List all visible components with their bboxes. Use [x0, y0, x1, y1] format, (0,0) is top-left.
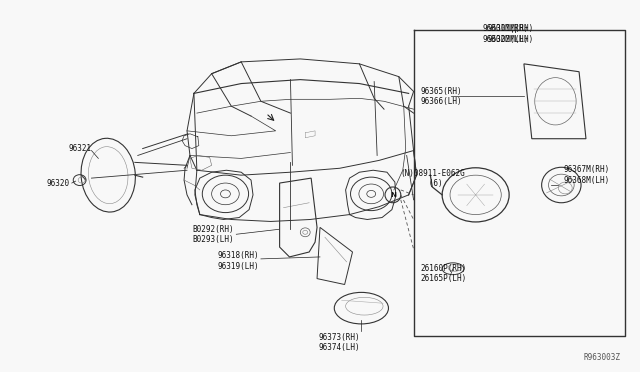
Text: 96367M(RH)
96368M(LH): 96367M(RH) 96368M(LH)	[563, 166, 609, 185]
Text: 96365(RH)
96366(LH): 96365(RH) 96366(LH)	[420, 87, 462, 106]
Text: 96321: 96321	[69, 144, 92, 153]
Text: 96301M(RH)
96302M(LH): 96301M(RH) 96302M(LH)	[483, 25, 529, 44]
Text: 96318(RH)
96319(LH): 96318(RH) 96319(LH)	[218, 251, 259, 270]
Text: (N)08911-E062G
      (6): (N)08911-E062G (6)	[401, 169, 465, 188]
Text: 96320: 96320	[46, 179, 69, 187]
Text: N: N	[390, 192, 396, 198]
Text: R963003Z: R963003Z	[584, 353, 620, 362]
Text: B0292(RH)
B0293(LH): B0292(RH) B0293(LH)	[193, 225, 234, 244]
Text: 96373(RH)
96374(LH): 96373(RH) 96374(LH)	[319, 333, 360, 352]
Text: 26160P(RH)
26165P(LH): 26160P(RH) 26165P(LH)	[420, 264, 467, 283]
Text: 96301M(RH)
96302M(LH): 96301M(RH) 96302M(LH)	[488, 25, 534, 44]
